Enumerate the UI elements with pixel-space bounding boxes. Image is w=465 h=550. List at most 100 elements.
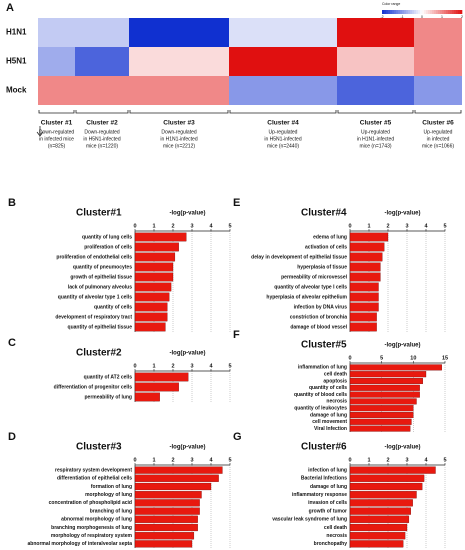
arrow: [36, 126, 44, 137]
y-tick-label: necrosis: [326, 533, 347, 539]
bar: [349, 515, 410, 523]
bar: [134, 242, 179, 252]
cluster-description: in H5N1-infected: [83, 136, 120, 142]
cluster-description: mice (n=2212): [163, 143, 195, 149]
y-tick-label: edema of lung: [313, 234, 347, 240]
heat-cell: [229, 76, 337, 105]
heat-cell: [129, 18, 229, 47]
x-tick-label: 0: [348, 223, 351, 229]
axis-title: -log(p-value): [385, 343, 421, 349]
cluster-name: Cluster #2: [86, 120, 118, 127]
x-tick-label: 1: [152, 457, 155, 463]
colorbar-tick: 1: [441, 15, 443, 19]
y-tick-label: proliferation of cells: [84, 244, 132, 250]
colorbar-step: [384, 10, 387, 14]
y-tick-label: quantity of epithelial tissue: [68, 324, 133, 330]
y-tick-label: Viral Infection: [314, 426, 347, 432]
cluster-name: Cluster #6: [422, 120, 454, 127]
heat-cell: [38, 76, 75, 105]
x-tick-label: 3: [190, 223, 193, 229]
colorbar-step: [422, 10, 425, 14]
panel-letter: G: [233, 431, 242, 443]
bar: [349, 252, 383, 262]
cluster-bracket: [414, 110, 462, 114]
panel-letter: D: [8, 431, 16, 443]
bar: [134, 282, 172, 292]
colorbar-step: [458, 10, 461, 14]
bar: [349, 242, 385, 252]
bar: [349, 499, 413, 507]
x-tick-label: 4: [424, 223, 428, 229]
bar: [349, 232, 389, 242]
x-tick-label: 1: [152, 363, 155, 369]
chart-title: Cluster#3: [76, 442, 122, 453]
colorbar-step: [450, 10, 453, 14]
y-tick-label: necrosis: [326, 399, 347, 405]
bar: [349, 405, 414, 412]
heat-cell: [38, 47, 75, 76]
bar: [349, 507, 411, 515]
cluster-description: mice (n=1220): [86, 143, 118, 149]
colorbar-step: [424, 10, 427, 14]
row-label: H5N1: [6, 57, 27, 66]
chart-title: Cluster#6: [301, 442, 347, 453]
colorbar-step: [432, 10, 435, 14]
y-tick-label: permeability of lung: [84, 394, 132, 400]
cluster-description: in infected: [427, 136, 450, 142]
bar: [349, 272, 381, 282]
bar: [134, 482, 212, 491]
colorbar-step: [426, 10, 429, 14]
x-tick-label: 2: [386, 223, 389, 229]
cluster-description: Down-regulated: [84, 129, 120, 135]
axis-title: -log(p-value): [385, 211, 421, 217]
panel-letter: B: [8, 197, 16, 209]
cluster-name: Cluster #3: [163, 120, 195, 127]
x-tick-label: 0: [133, 457, 136, 463]
y-tick-label: activation of cells: [305, 244, 347, 250]
colorbar-step: [446, 10, 449, 14]
y-tick-label: cell death: [324, 525, 347, 531]
y-tick-label: hyperplasia of tissue: [297, 264, 347, 270]
cluster-description: in H5N1-infected: [264, 136, 301, 142]
heat-cell: [129, 47, 229, 76]
cluster-name: Cluster #4: [267, 120, 299, 127]
y-tick-label: inflammatory response: [292, 492, 347, 498]
bar: [134, 532, 195, 540]
colorbar-step: [394, 10, 397, 14]
cluster-description: Down-regulated: [39, 129, 75, 135]
y-tick-label: quantity of AT2 cells: [84, 374, 133, 380]
y-tick-label: morphology of respiratory system: [51, 533, 133, 539]
heat-cell: [38, 18, 75, 47]
bar: [349, 418, 412, 425]
colorbar-step: [410, 10, 413, 14]
cluster-description: Down-regulated: [161, 129, 197, 135]
colorbar-step: [396, 10, 399, 14]
x-tick-label: 0: [133, 223, 136, 229]
colorbar-step: [444, 10, 447, 14]
cluster-description: Up-regulated: [269, 129, 298, 135]
bar: [134, 302, 168, 312]
y-tick-label: growth of tumor: [309, 508, 347, 514]
y-tick-label: damage of lung: [310, 484, 347, 490]
y-tick-label: branching morphogenesis of lung: [51, 525, 132, 531]
x-tick-label: 4: [424, 457, 428, 463]
cluster-name: Cluster #1: [41, 120, 73, 127]
x-tick-label: 2: [171, 223, 174, 229]
bar: [134, 491, 202, 499]
colorbar-step: [452, 10, 455, 14]
y-tick-label: abnormal morphology of lung: [61, 517, 132, 523]
x-tick-label: 4: [209, 223, 213, 229]
colorbar-step: [442, 10, 445, 14]
y-tick-label: growth of epithelial tissue: [70, 274, 132, 280]
bar: [349, 364, 442, 371]
bar: [134, 272, 174, 282]
heat-cell: [337, 76, 414, 105]
x-tick-label: 5: [443, 457, 446, 463]
chart-title: Cluster#5: [301, 340, 347, 351]
colorbar-step: [406, 10, 409, 14]
heat-cell: [337, 18, 414, 47]
y-tick-label: proliferation of endothelial cells: [56, 254, 132, 260]
y-tick-label: branching of lung: [90, 508, 132, 514]
colorbar-step: [388, 10, 391, 14]
colorbar-step: [402, 10, 405, 14]
